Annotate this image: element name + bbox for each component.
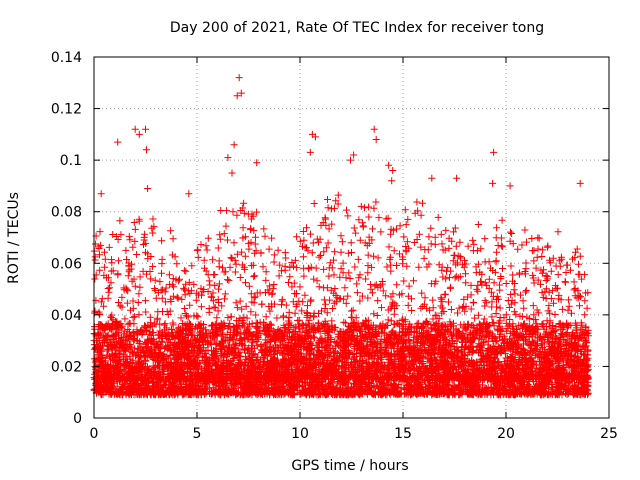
data-points [90, 74, 592, 399]
data-point [381, 337, 389, 345]
data-point [334, 342, 342, 349]
data-point [168, 326, 175, 333]
data-point [143, 385, 151, 393]
data-point [425, 382, 433, 390]
data-point [373, 382, 381, 390]
data-point [137, 353, 145, 360]
data-point [179, 326, 187, 334]
data-point [314, 319, 322, 327]
data-point [249, 350, 257, 358]
data-point [237, 335, 245, 343]
data-point [268, 381, 276, 389]
data-point [509, 320, 517, 328]
data-point [553, 383, 560, 390]
data-point [372, 381, 380, 389]
data-point [295, 321, 302, 329]
data-point [155, 383, 163, 391]
data-point [171, 383, 179, 391]
data-point [321, 389, 329, 397]
data-point [404, 326, 412, 334]
data-point [514, 359, 522, 367]
data-point [335, 333, 343, 341]
data-point [479, 381, 486, 389]
data-point [300, 335, 308, 343]
data-point [311, 327, 319, 335]
data-point [166, 342, 174, 349]
data-point [254, 323, 262, 331]
data-point [118, 383, 126, 391]
data-point [475, 390, 483, 397]
data-point [476, 358, 484, 366]
data-point [166, 352, 174, 359]
data-point [544, 338, 552, 346]
data-point [500, 332, 508, 340]
data-point [279, 355, 287, 363]
data-point [260, 361, 268, 369]
data-point [148, 378, 156, 386]
data-point [208, 322, 215, 330]
data-point [96, 343, 104, 351]
data-point [562, 390, 569, 398]
data-point [137, 380, 145, 388]
data-point [534, 325, 542, 333]
data-point [378, 379, 386, 387]
data-point [545, 323, 553, 331]
data-point [583, 382, 591, 390]
data-point [569, 387, 576, 395]
data-point [443, 380, 451, 388]
data-point [416, 342, 424, 350]
data-point [531, 351, 539, 359]
data-point [447, 329, 455, 337]
data-point [408, 324, 416, 332]
data-point [397, 334, 405, 342]
data-point [480, 319, 488, 327]
